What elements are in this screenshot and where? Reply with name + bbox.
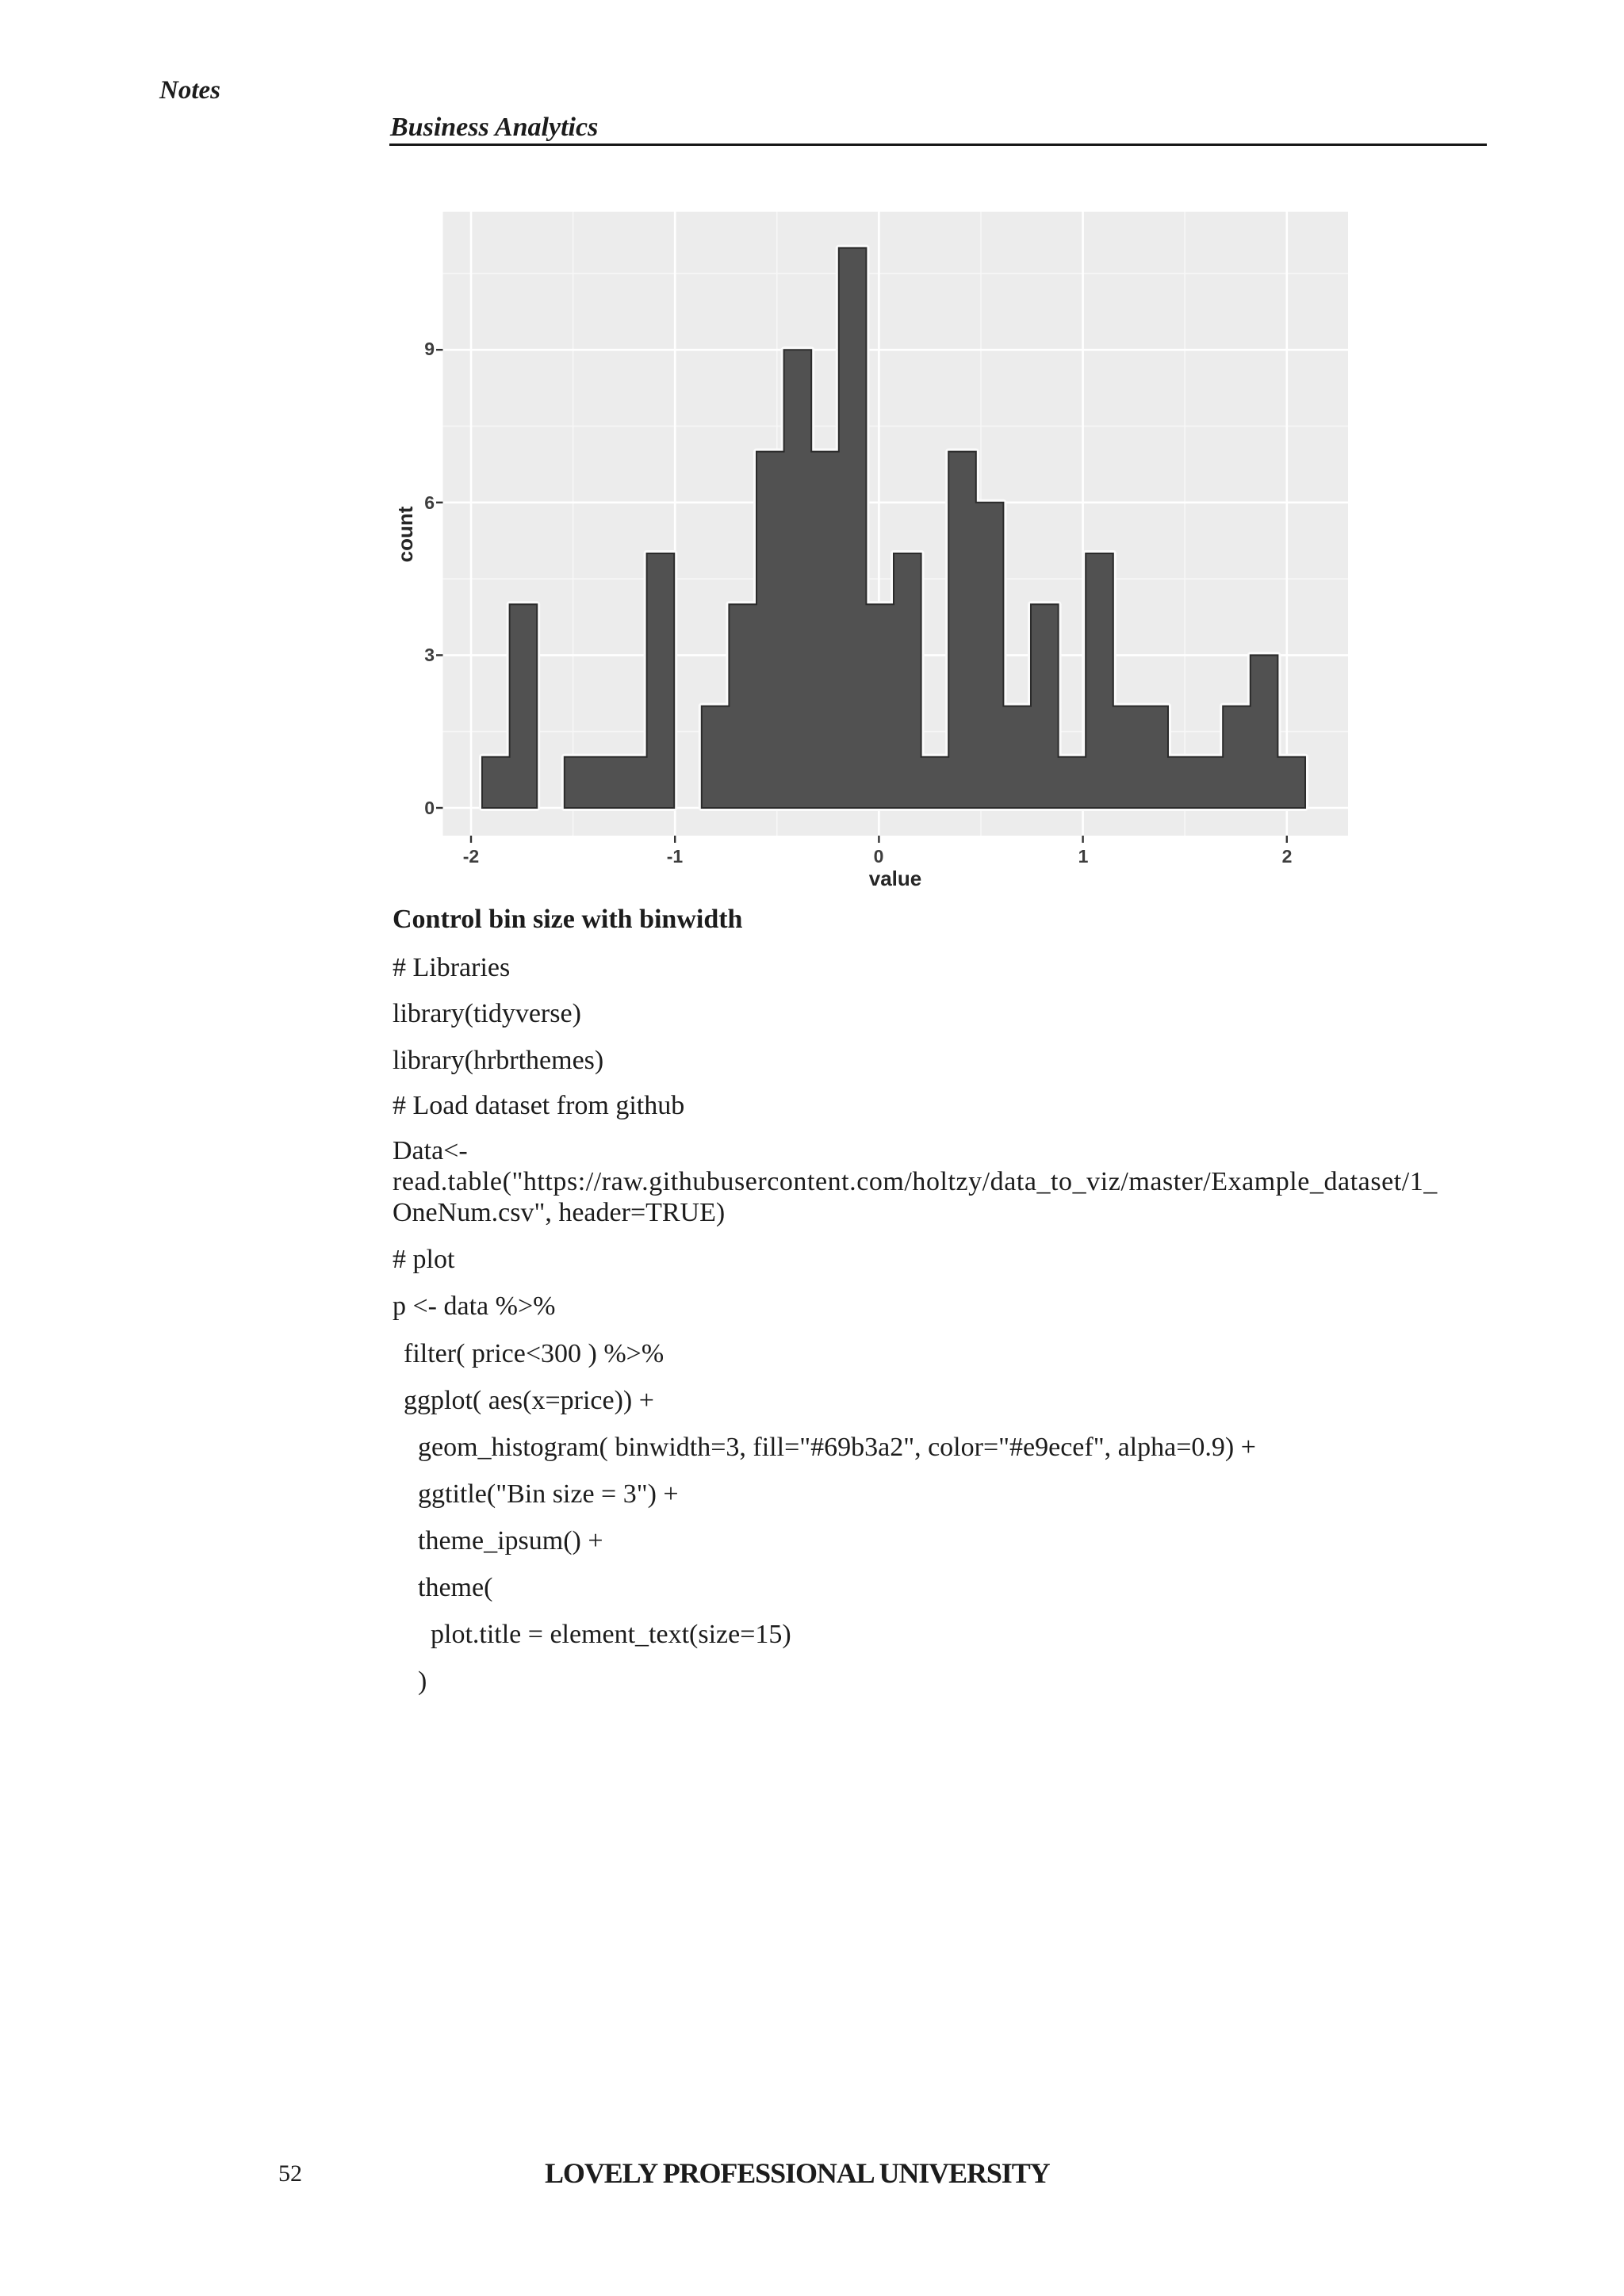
svg-text:-1: -1 — [667, 846, 684, 867]
svg-text:3: 3 — [424, 645, 435, 665]
svg-text:count: count — [393, 506, 417, 562]
svg-text:value: value — [869, 867, 922, 890]
svg-text:-2: -2 — [463, 846, 479, 867]
svg-text:0: 0 — [424, 798, 435, 818]
svg-text:9: 9 — [424, 339, 435, 359]
svg-text:1: 1 — [1078, 846, 1089, 867]
svg-text:2: 2 — [1282, 846, 1293, 867]
svg-text:6: 6 — [424, 492, 435, 513]
svg-text:0: 0 — [874, 846, 884, 867]
